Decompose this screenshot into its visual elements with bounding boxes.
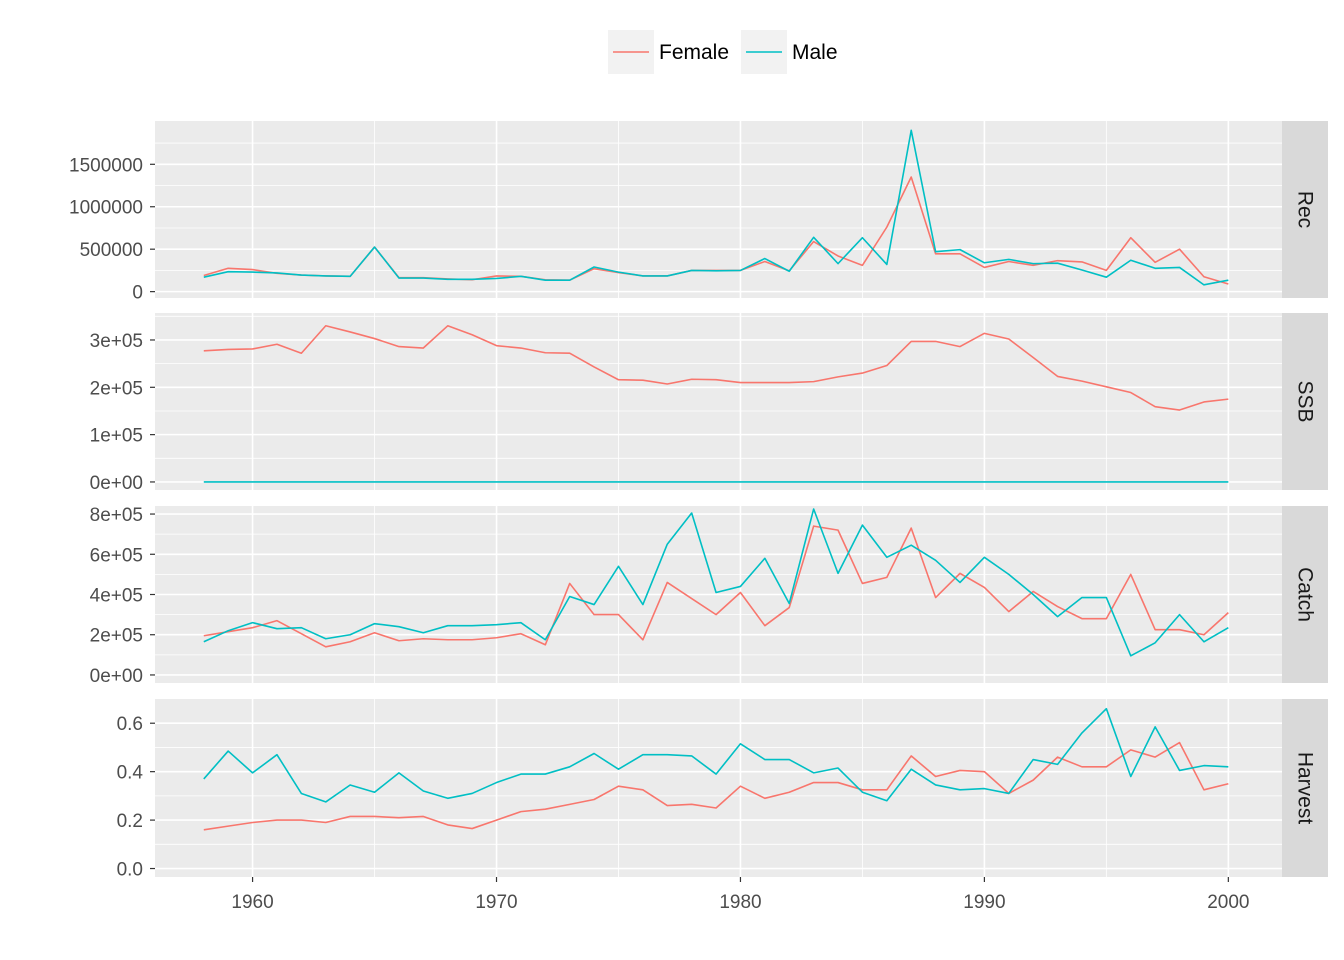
series-line-female-ssb [203,324,1229,411]
panel-background-rec [155,121,1282,298]
panel-rec: 0 500000 1000000 1500000 Rec [69,121,1328,304]
facet-strip-label-ssb: SSB [1294,380,1317,422]
legend-label-female: Female [659,41,729,64]
facet-strip-harvest [1282,699,1328,877]
y-tick-label: 2e+05 [90,626,143,647]
y-tick-label: 3e+05 [90,331,143,352]
y-tick-label: 4e+05 [90,586,143,607]
x-tick-label: 1970 [475,892,517,913]
x-axis: 1960 1970 1980 1990 2000 [231,877,1249,913]
y-tick-label: 0e+00 [90,473,143,494]
panel-background-harvest [155,699,1282,877]
y-tick-label: 0e+00 [90,666,143,687]
y-tick-label: 1000000 [69,198,143,219]
x-tick-label: 1990 [963,892,1005,913]
y-tick-label: 6e+05 [90,545,143,566]
y-tick-label: 8e+05 [90,505,143,526]
facet-strip-label-harvest: Harvest [1294,752,1317,825]
series-line-female-catch [203,525,1229,648]
y-tick-label: 0.2 [117,811,143,832]
panel-catch: 0e+00 2e+05 4e+05 6e+05 8e+05 Catch [90,505,1328,687]
x-tick-label: 1960 [231,892,273,913]
y-tick-label: 0.4 [117,763,144,784]
y-tick-label: 1500000 [69,155,143,176]
series-line-male-rec [203,129,1229,286]
panel-harvest: 0.0 0.2 0.4 0.6 Harvest [117,699,1328,881]
facet-strip-label-rec: Rec [1294,191,1317,228]
series-line-female-harvest [203,741,1229,831]
panel-background-ssb [155,313,1282,490]
facet-strip-ssb [1282,313,1328,490]
y-tick-label: 0.6 [117,714,143,735]
legend: Female Male [608,30,838,74]
legend-label-male: Male [792,41,838,64]
panel-ssb: 0e+00 1e+05 2e+05 3e+05 SSB [90,313,1328,494]
facet-strip-catch [1282,506,1328,683]
y-tick-label: 1e+05 [90,426,143,447]
facet-strip-rec [1282,121,1328,298]
y-tick-label: 0.0 [117,860,143,881]
series-line-male-catch [203,508,1229,657]
y-tick-label: 0 [132,283,143,304]
facet-strip-label-catch: Catch [1294,567,1317,622]
y-tick-label: 2e+05 [90,378,143,399]
series-line-male-harvest [203,707,1229,803]
x-tick-label: 2000 [1207,892,1249,913]
y-tick-label: 500000 [80,240,143,261]
x-tick-label: 1980 [719,892,761,913]
